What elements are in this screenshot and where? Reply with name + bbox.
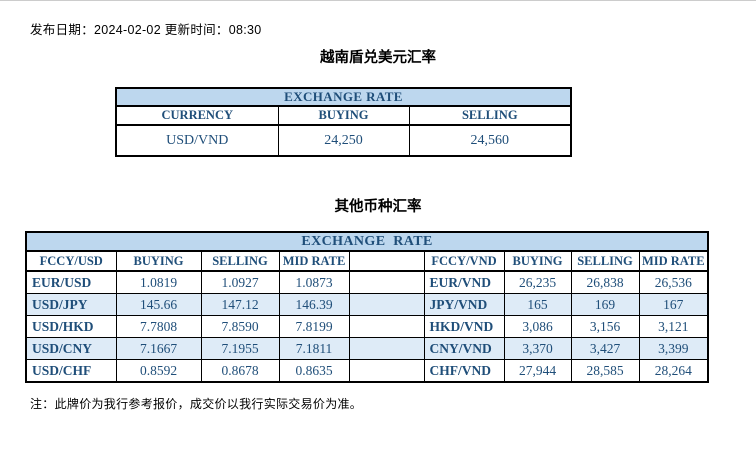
mid-rate-cell: 28,264 bbox=[638, 359, 709, 383]
spacer-cell bbox=[348, 315, 425, 338]
selling-rate-cell: 147.12 bbox=[200, 293, 280, 316]
mid-rate-cell: 146.39 bbox=[278, 293, 350, 316]
buying-rate-cell: 1.0819 bbox=[115, 270, 202, 294]
mid-rate-cell: 26,536 bbox=[638, 270, 709, 294]
buying-rate-cell: 7.1667 bbox=[115, 337, 202, 360]
currency-pair-cell: USD/HKD bbox=[25, 315, 117, 338]
col-header-fccy-usd: FCCY/USD bbox=[25, 250, 117, 272]
currency-pair-cell: USD/CHF bbox=[25, 359, 117, 383]
spacer-cell bbox=[348, 293, 425, 316]
selling-rate-cell: 7.8590 bbox=[200, 315, 280, 338]
buying-rate-cell: 145.66 bbox=[115, 293, 202, 316]
table-band-row: EXCHANGE RATE bbox=[115, 87, 572, 107]
other-currency-rates-table: EXCHANGE RATE FCCY/USD BUYING SELLING MI… bbox=[25, 231, 710, 383]
table-band-row: EXCHANGE RATE bbox=[25, 231, 709, 252]
col-header-midrate-right: MID RATE bbox=[638, 250, 709, 272]
mid-rate-cell: 3,121 bbox=[638, 315, 709, 338]
mid-rate-cell: 7.1811 bbox=[278, 337, 350, 360]
col-header-fccy-vnd: FCCY/VND bbox=[423, 250, 505, 272]
mid-rate-cell: 7.8199 bbox=[278, 315, 350, 338]
selling-rate-cell: 26,838 bbox=[570, 270, 640, 294]
selling-rate-cell: 3,156 bbox=[570, 315, 640, 338]
currency-pair-cell: HKD/VND bbox=[423, 315, 505, 338]
buying-rate-cell: 26,235 bbox=[503, 270, 572, 294]
currency-pair-cell: USD/VND bbox=[115, 124, 279, 157]
col-header-selling: SELLING bbox=[408, 105, 572, 126]
disclaimer-note: 注：此牌价为我行参考报价，成交价以我行实际交易价为准。 bbox=[30, 397, 363, 411]
table-row: USD/CHF 0.8592 0.8678 0.8635 CHF/VND 27,… bbox=[25, 359, 709, 383]
col-header-midrate-left: MID RATE bbox=[278, 250, 350, 272]
spacer-cell bbox=[348, 270, 425, 294]
buying-rate-cell: 3,086 bbox=[503, 315, 572, 338]
section-title-usd-vnd: 越南盾兑美元汇率 bbox=[320, 50, 436, 66]
mid-rate-cell: 167 bbox=[638, 293, 709, 316]
currency-pair-cell: CNY/VND bbox=[423, 337, 505, 360]
mid-rate-cell: 3,399 bbox=[638, 337, 709, 360]
currency-pair-cell: CHF/VND bbox=[423, 359, 505, 383]
col-header-buying-left: BUYING bbox=[115, 250, 202, 272]
col-header-buying-right: BUYING bbox=[503, 250, 572, 272]
table-band-title: EXCHANGE RATE bbox=[25, 231, 709, 252]
selling-rate-cell: 0.8678 bbox=[200, 359, 280, 383]
buying-rate-cell: 165 bbox=[503, 293, 572, 316]
table-row: USD/VND 24,250 24,560 bbox=[115, 124, 572, 157]
buying-rate-cell: 0.8592 bbox=[115, 359, 202, 383]
currency-pair-cell: EUR/VND bbox=[423, 270, 505, 294]
selling-rate-cell: 28,585 bbox=[570, 359, 640, 383]
usd-vnd-rate-table: EXCHANGE RATE CURRENCY BUYING SELLING US… bbox=[115, 87, 573, 157]
table-row: USD/CNY 7.1667 7.1955 7.1811 CNY/VND 3,3… bbox=[25, 337, 709, 360]
col-header-currency: CURRENCY bbox=[115, 105, 279, 126]
currency-pair-cell: USD/JPY bbox=[25, 293, 117, 316]
section-title-other-currencies: 其他币种汇率 bbox=[334, 199, 422, 215]
spacer-cell bbox=[348, 250, 425, 272]
buying-rate-cell: 27,944 bbox=[503, 359, 572, 383]
currency-pair-cell: EUR/USD bbox=[25, 270, 117, 294]
buying-rate-cell: 24,250 bbox=[277, 124, 410, 157]
selling-rate-cell: 169 bbox=[570, 293, 640, 316]
spacer-cell bbox=[348, 337, 425, 360]
table-header-row: FCCY/USD BUYING SELLING MID RATE FCCY/VN… bbox=[25, 250, 709, 272]
table-header-row: CURRENCY BUYING SELLING bbox=[115, 105, 572, 126]
table-band-title: EXCHANGE RATE bbox=[115, 87, 572, 107]
spacer-cell bbox=[348, 359, 425, 383]
col-header-selling-left: SELLING bbox=[200, 250, 280, 272]
col-header-selling-right: SELLING bbox=[570, 250, 640, 272]
table-row: USD/HKD 7.7808 7.8590 7.8199 HKD/VND 3,0… bbox=[25, 315, 709, 338]
table-row: USD/JPY 145.66 147.12 146.39 JPY/VND 165… bbox=[25, 293, 709, 316]
col-header-buying: BUYING bbox=[277, 105, 410, 126]
selling-rate-cell: 7.1955 bbox=[200, 337, 280, 360]
selling-rate-cell: 3,427 bbox=[570, 337, 640, 360]
buying-rate-cell: 7.7808 bbox=[115, 315, 202, 338]
publish-date-line: 发布日期：2024-02-02 更新时间：08:30 bbox=[30, 23, 262, 37]
mid-rate-cell: 1.0873 bbox=[278, 270, 350, 294]
mid-rate-cell: 0.8635 bbox=[278, 359, 350, 383]
selling-rate-cell: 1.0927 bbox=[200, 270, 280, 294]
selling-rate-cell: 24,560 bbox=[408, 124, 572, 157]
buying-rate-cell: 3,370 bbox=[503, 337, 572, 360]
currency-pair-cell: JPY/VND bbox=[423, 293, 505, 316]
table-row: EUR/USD 1.0819 1.0927 1.0873 EUR/VND 26,… bbox=[25, 270, 709, 294]
currency-pair-cell: USD/CNY bbox=[25, 337, 117, 360]
